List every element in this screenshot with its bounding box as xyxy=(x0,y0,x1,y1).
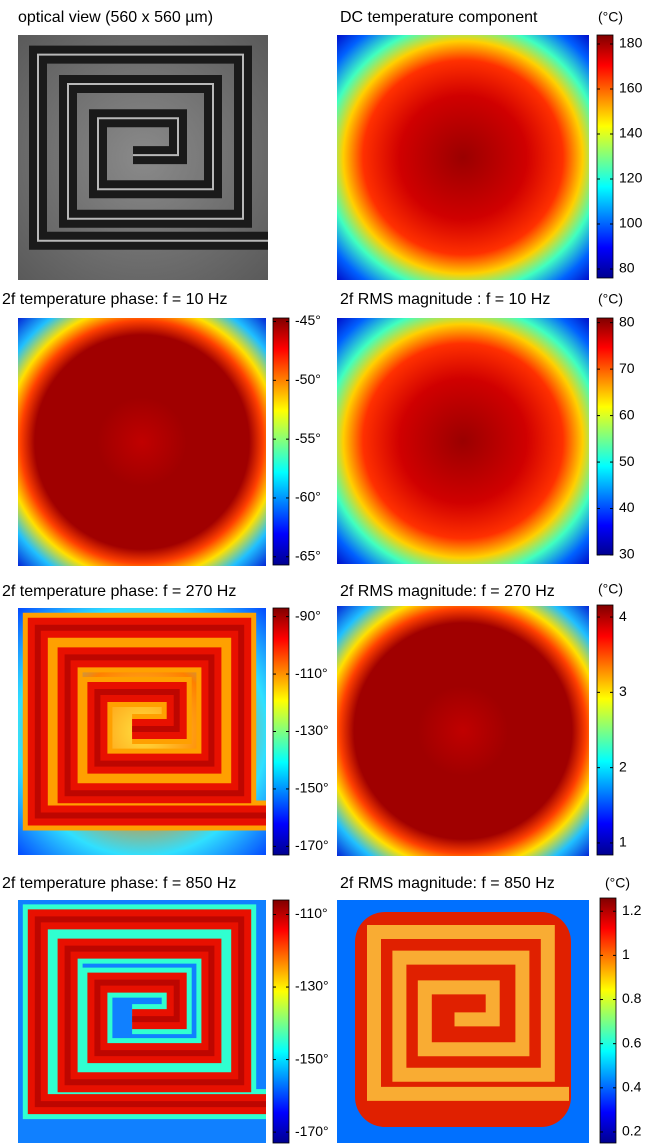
tick-label: 60 xyxy=(619,406,635,422)
heat-trace xyxy=(367,925,569,1101)
tick-label: 0.6 xyxy=(622,1034,642,1050)
tick-label: 70 xyxy=(619,360,635,376)
tick-label: 160 xyxy=(619,80,643,96)
colorbar xyxy=(272,899,290,1144)
tick-label: -170° xyxy=(295,1123,329,1139)
tick-label: 80 xyxy=(619,260,635,276)
panel-title: 2f temperature phase: f = 270 Hz xyxy=(2,583,236,600)
panel-title: 2f temperature phase: f = 850 Hz xyxy=(2,875,236,892)
heat-trace-core xyxy=(34,624,266,819)
panel: 2f temperature phase: f = 850 Hz -110° -13… xyxy=(2,875,329,1144)
colorbar xyxy=(596,317,614,556)
tick-label: -150° xyxy=(295,780,329,796)
tick-label: -130° xyxy=(295,722,329,738)
tick-label: 30 xyxy=(619,546,635,562)
tick-label: -50° xyxy=(295,371,321,387)
tick-label: -55° xyxy=(295,430,321,446)
tick-label: 3 xyxy=(619,683,627,699)
panel-title: 2f RMS magnitude : f = 10 Hz xyxy=(340,291,550,308)
panel: 2f RMS magnitude: f = 850 Hz (°C) 0.2 0.4 0.… xyxy=(337,875,642,1144)
tick-label: 40 xyxy=(619,499,635,515)
panel: 2f RMS magnitude : f = 10 Hz (°C) 30 40 50 60… xyxy=(337,291,635,564)
tick-label: 1 xyxy=(622,946,630,962)
panel: 2f temperature phase: f = 10 Hz -45° -50° -… xyxy=(2,291,321,566)
tick-label: 100 xyxy=(619,215,643,231)
panels: optical view (560 x 560 µm) DC temperatur… xyxy=(2,9,643,1144)
tick-label: -60° xyxy=(295,489,321,505)
panel: 2f RMS magnitude: f = 270 Hz (°C) 1 2 3 4 xyxy=(337,581,627,856)
heatmap xyxy=(18,318,266,566)
unit-label: (°C) xyxy=(598,291,623,307)
unit-label: (°C) xyxy=(598,581,623,597)
tick-label: 140 xyxy=(619,125,643,141)
tick-label: 180 xyxy=(619,35,643,51)
tick-label: 2 xyxy=(619,758,627,774)
tick-label: 0.2 xyxy=(622,1123,642,1139)
panel-title: 2f RMS magnitude: f = 270 Hz xyxy=(340,583,555,600)
tick-label: -130° xyxy=(295,978,329,994)
panel: 2f temperature phase: f = 270 Hz -90° -110… xyxy=(2,583,329,856)
panel: optical view (560 x 560 µm) xyxy=(18,9,268,280)
tick-label: 50 xyxy=(619,453,635,469)
tick-label: -170° xyxy=(295,837,329,853)
colorbar xyxy=(596,34,614,279)
coil-edge xyxy=(37,53,268,242)
tick-label: 0.4 xyxy=(622,1079,642,1095)
tick-label: 1 xyxy=(619,834,627,850)
heatmap xyxy=(337,606,589,856)
tick-label: 120 xyxy=(619,170,643,186)
panel-title: optical view (560 x 560 µm) xyxy=(18,9,213,26)
tick-label: -65° xyxy=(295,547,321,563)
heatmap xyxy=(337,318,589,564)
panel-title: DC temperature component xyxy=(340,9,538,26)
colorbar xyxy=(596,604,614,856)
colorbar xyxy=(272,317,290,566)
heat-trace-core xyxy=(34,916,266,1108)
colorbar xyxy=(599,897,617,1144)
unit-label: (°C) xyxy=(605,875,630,891)
tick-label: 1.2 xyxy=(622,902,642,918)
tick-label: -110° xyxy=(295,905,328,921)
tick-label: -110° xyxy=(295,665,328,681)
tick-label: 0.8 xyxy=(622,990,642,1006)
tick-label: -150° xyxy=(295,1050,329,1066)
tick-label: -45° xyxy=(295,312,321,328)
unit-label: (°C) xyxy=(598,9,623,25)
tick-label: -90° xyxy=(295,607,321,623)
panel-title: 2f RMS magnitude: f = 850 Hz xyxy=(340,875,555,892)
heatmap xyxy=(337,35,589,280)
panel-title: 2f temperature phase: f = 10 Hz xyxy=(2,291,227,308)
tick-label: 4 xyxy=(619,608,627,624)
panel: DC temperature component (°C) 80 100 120 140 1… xyxy=(337,9,643,280)
tick-label: 80 xyxy=(619,313,635,329)
